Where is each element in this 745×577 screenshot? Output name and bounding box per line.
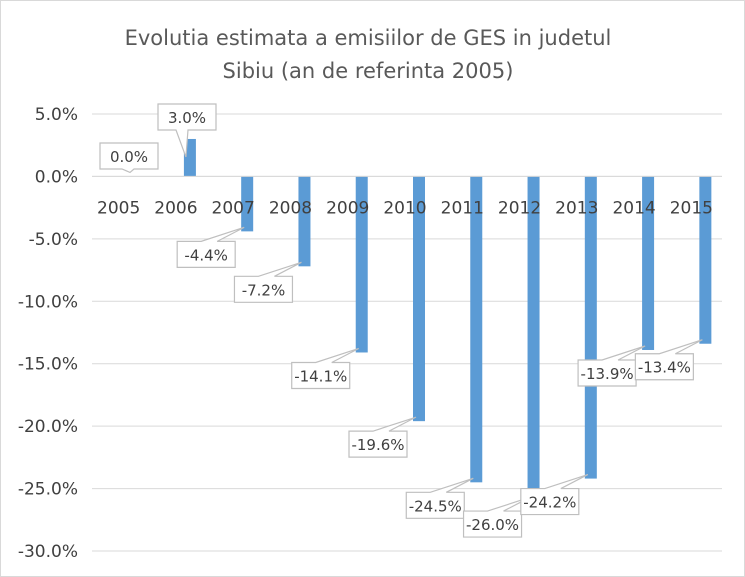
data-label-2010: -19.6% [348,416,417,458]
y-tick-label: -25.0% [18,480,78,500]
y-tick-label: -20.0% [18,417,78,437]
data-label-2008: -7.2% [233,261,302,303]
y-tick-label: 0.0% [35,167,78,187]
callout-box [157,103,217,158]
callout-box [520,474,589,516]
data-labels: 0.0% 3.0% -4.4% -7.2% -14.1% -19.6% -24.5%-26.… [99,103,703,538]
category-label-2013: 2013 [555,198,598,218]
category-label-2005: 2005 [97,198,140,218]
data-label-text: 3.0% [168,109,206,127]
y-axis-tick-labels: 5.0% 0.0% -5.0% -10.0% -15.0% -20.0% -25.0% -30… [18,105,78,562]
callout-box [176,226,245,268]
bar-2007 [241,176,254,232]
data-label-2014: -13.9% [577,345,646,387]
callout-box [577,345,646,387]
data-label-text: -14.1% [294,367,347,385]
bar-2010 [413,176,425,422]
category-label-2008: 2008 [269,198,312,218]
callout-box [99,142,159,174]
callout-box [405,477,474,519]
y-tick-label: -30.0% [18,542,78,562]
y-tick-label: -15.0% [18,355,78,375]
bars [183,138,712,502]
category-label-2011: 2011 [441,198,484,218]
data-label-text: -24.2% [523,494,576,512]
category-label-2007: 2007 [212,198,255,218]
data-label-text: -7.2% [242,281,286,299]
callout-box [291,347,360,390]
category-label-2009: 2009 [326,198,369,218]
data-label-2006: 3.0% [157,103,217,158]
data-label-2012: -26.0% [462,496,531,538]
bar-2009 [355,176,368,353]
chart-title-line-1: Evolutia estimata a emisiilor de GES in … [125,26,612,50]
data-label-2011: -24.5% [405,477,474,519]
data-label-text: -13.9% [581,365,634,383]
bar-2015 [699,176,712,344]
gridlines [92,113,722,552]
bar-2013 [584,176,597,479]
chart-title-line-2: Sibiu (an de referinta 2005) [223,59,514,83]
category-label-2006: 2006 [154,198,197,218]
bar-2011 [470,176,483,483]
data-label-2005: 0.0% [99,142,159,174]
category-label-2012: 2012 [498,198,541,218]
data-label-2009: -14.1% [291,347,360,390]
category-label-2010: 2010 [383,198,426,218]
bar-2012 [527,176,540,502]
callout-box [462,496,531,538]
callout-box [634,339,703,381]
data-label-2007: -4.4% [176,226,245,268]
y-tick-label: -5.0% [29,230,78,250]
data-label-text: -24.5% [409,497,462,515]
y-tick-label: 5.0% [35,105,78,125]
data-label-text: -4.4% [184,246,228,264]
bar-2008 [298,176,311,267]
y-tick-label: -10.0% [18,292,78,312]
category-labels: 2005 2006 2007 2008 2009 2010 2011 2012 2013 2014… [97,198,713,218]
data-label-2015: -13.4% [634,339,703,381]
data-label-text: -26.0% [466,516,519,534]
callout-box [233,261,302,303]
callout-box [348,416,417,458]
data-label-text: 0.0% [110,148,148,166]
data-label-2013: -24.2% [520,474,589,516]
data-label-text: -13.4% [638,359,691,377]
data-label-text: -19.6% [351,436,404,454]
category-label-2014: 2014 [612,198,655,218]
category-label-2015: 2015 [670,198,713,218]
bar-2014 [642,176,655,350]
